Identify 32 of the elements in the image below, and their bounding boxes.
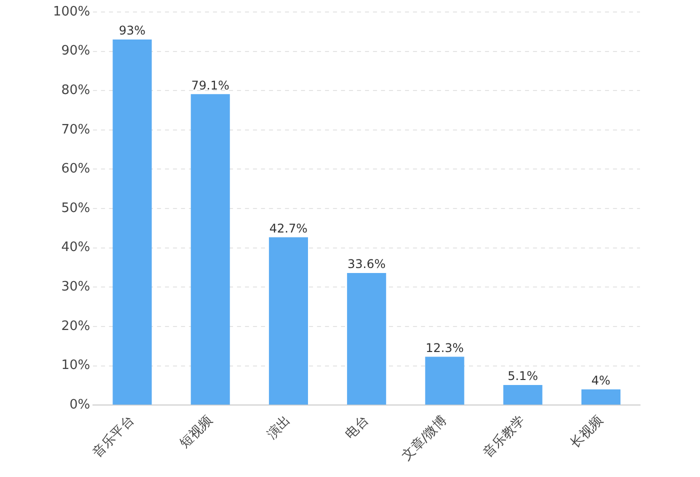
- data-label: 12.3%: [426, 340, 464, 355]
- bar: [347, 273, 386, 405]
- data-label: 4%: [591, 374, 610, 388]
- y-tick-label: 100%: [52, 4, 90, 20]
- x-tick-label: 文章/微博: [399, 413, 450, 464]
- bar: [268, 237, 308, 405]
- y-tick-label: 60%: [61, 162, 90, 177]
- x-tick-label: 音乐教学: [480, 413, 528, 461]
- x-tick-label: 短视频: [177, 413, 216, 452]
- data-label: 93%: [118, 24, 146, 38]
- y-tick-label: 70%: [61, 122, 90, 138]
- y-tick-label: 20%: [61, 318, 90, 334]
- x-tick-label: 长视频: [568, 413, 606, 452]
- data-label: 79.1%: [191, 78, 230, 92]
- y-tick-label: 90%: [61, 44, 90, 59]
- x-tick-label: 电台: [342, 413, 372, 442]
- x-tick-label: 演出: [264, 413, 294, 442]
- x-tick-label: 音乐平台: [90, 413, 138, 461]
- y-tick-label: 40%: [61, 240, 90, 256]
- bar: [503, 385, 542, 405]
- bar: [581, 389, 620, 405]
- y-tick-label: 10%: [61, 358, 90, 374]
- data-label: 42.7%: [269, 221, 308, 236]
- bar: [190, 94, 230, 405]
- y-tick-label: 50%: [61, 200, 90, 216]
- y-tick-label: 80%: [61, 82, 90, 98]
- data-label: 5.1%: [508, 369, 538, 384]
- y-tick-label: 0%: [70, 397, 90, 412]
- data-label: 33.6%: [348, 257, 386, 272]
- bar: [112, 40, 152, 405]
- y-tick-label: 30%: [61, 280, 90, 295]
- bar: [425, 356, 464, 405]
